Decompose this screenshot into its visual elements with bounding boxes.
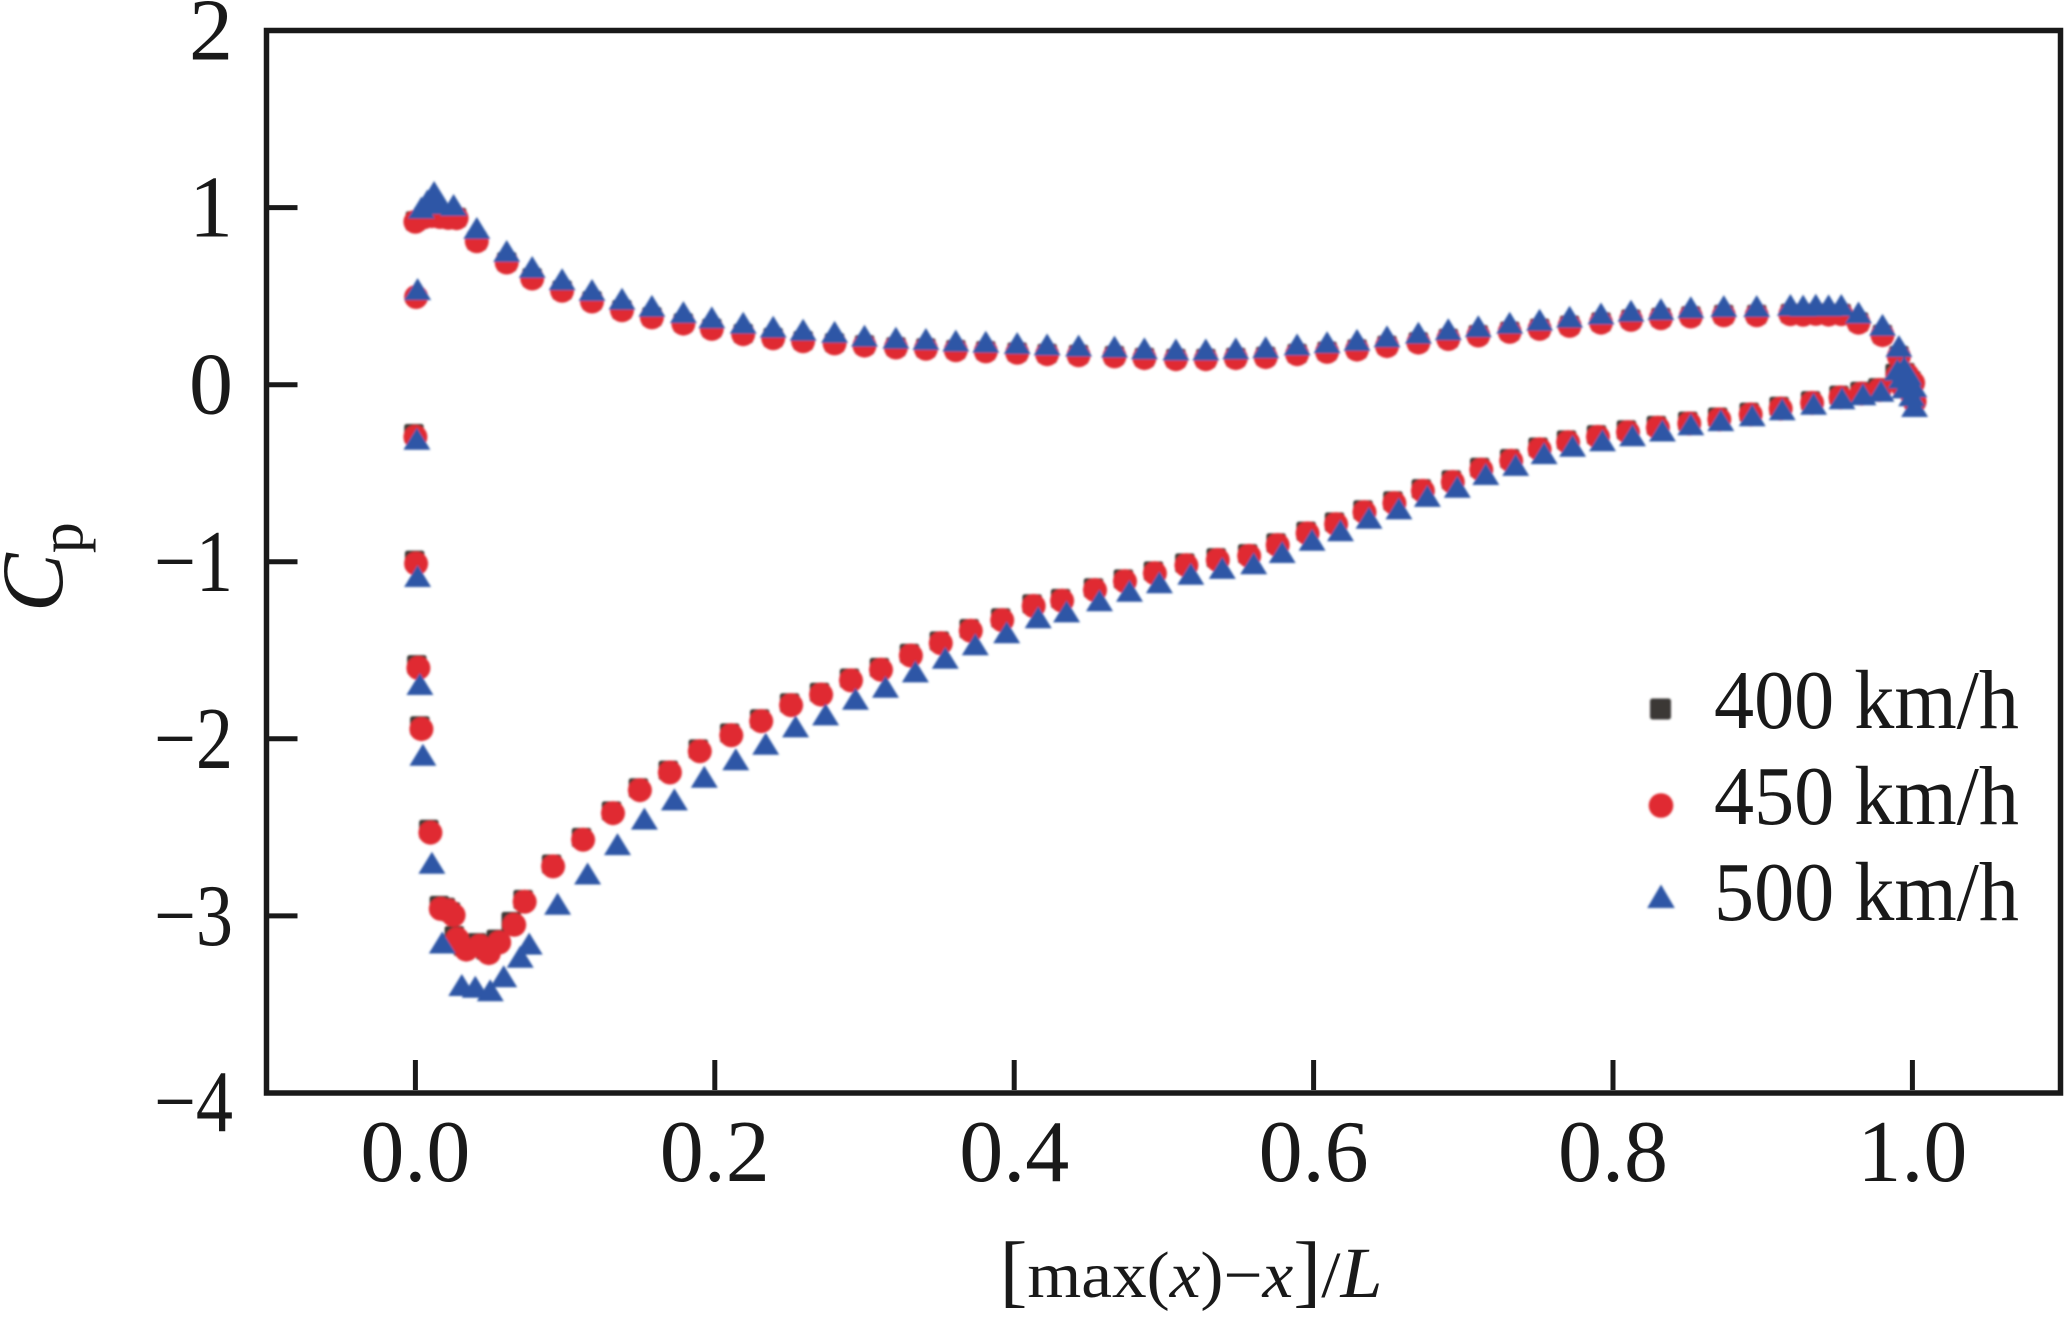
svg-text:0.8: 0.8 (1558, 1104, 1668, 1201)
svg-text:0.6: 0.6 (1259, 1104, 1369, 1201)
svg-text:500 km/h: 500 km/h (1714, 846, 2019, 939)
svg-text:450 km/h: 450 km/h (1714, 750, 2019, 843)
svg-text:Cp: Cp (0, 522, 96, 612)
svg-text:2: 2 (189, 0, 233, 80)
svg-text:400 km/h: 400 km/h (1714, 654, 2019, 747)
svg-text:−2: −2 (154, 691, 233, 788)
svg-text:0.0: 0.0 (360, 1104, 470, 1201)
svg-text:1.0: 1.0 (1857, 1104, 1967, 1201)
svg-text:[max(x)−x]/L: [max(x)−x]/L (1000, 1227, 1383, 1315)
svg-text:−1: −1 (154, 514, 233, 611)
svg-text:1: 1 (189, 160, 233, 257)
svg-text:0.2: 0.2 (660, 1104, 770, 1201)
svg-text:−4: −4 (154, 1054, 233, 1151)
svg-text:0: 0 (189, 337, 233, 434)
svg-text:−3: −3 (154, 868, 233, 965)
svg-text:0.4: 0.4 (959, 1104, 1069, 1201)
